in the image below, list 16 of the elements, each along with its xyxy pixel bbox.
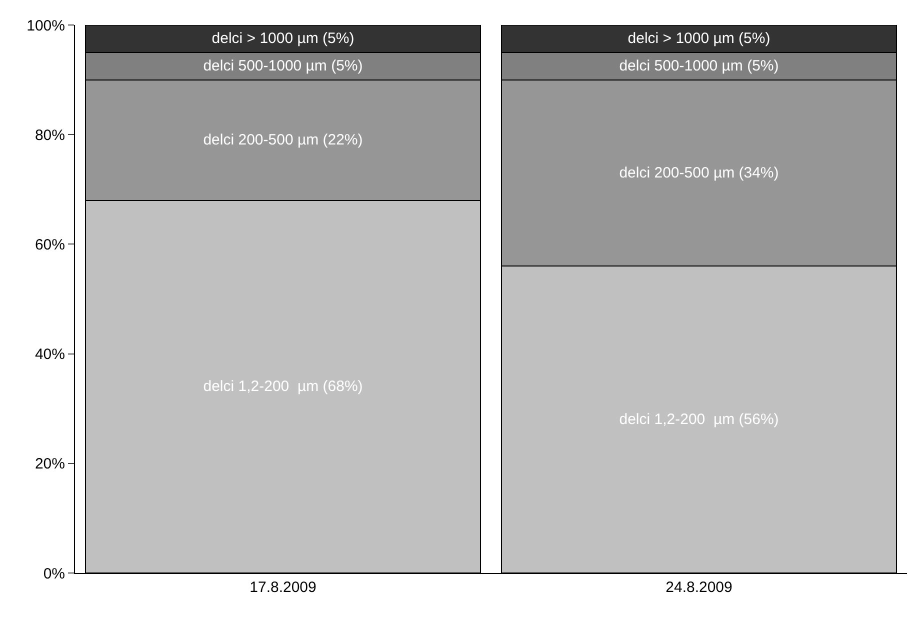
y-tick-label: 0%: [43, 565, 65, 582]
data-label: delci 1,2-200 µm (68%): [203, 378, 363, 396]
data-label: delci 200-500 µm (34%): [619, 164, 779, 182]
data-label: delci 500-1000 µm (5%): [203, 58, 363, 75]
y-tick-label: 80%: [34, 126, 65, 144]
data-label: delci > 1000 µm (5%): [628, 30, 770, 48]
y-tick-label: 20%: [34, 456, 65, 473]
y-tick-label: 60%: [34, 236, 65, 254]
y-tick-label: 100%: [26, 17, 65, 34]
data-label: delci 200-500 µm (22%): [203, 132, 363, 149]
y-tick-label: 40%: [34, 346, 65, 364]
data-label: delci > 1000 µm (5%): [212, 30, 354, 48]
x-tick-label: 24.8.2009: [666, 579, 732, 596]
data-label: delci 1,2-200 µm (56%): [619, 411, 779, 428]
data-label: delci 500-1000 µm (5%): [619, 58, 779, 75]
x-tick-label: 17.8.2009: [250, 579, 316, 596]
